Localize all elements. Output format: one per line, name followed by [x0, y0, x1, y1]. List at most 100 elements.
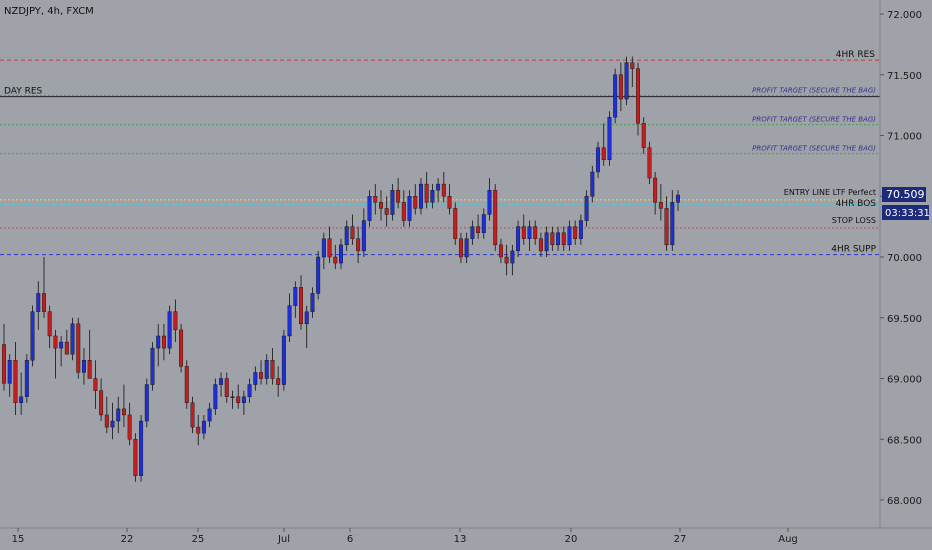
candle-95: [544, 226, 549, 257]
candle-body: [299, 287, 303, 325]
candle-93: [533, 220, 538, 245]
candle-8: [47, 305, 52, 349]
candle-55: [316, 250, 321, 300]
candle-44: [253, 366, 258, 391]
candle-90: [516, 220, 521, 257]
candle-body: [361, 220, 366, 252]
candle-body: [356, 238, 361, 252]
candle-31: [179, 323, 184, 373]
candle-107: [613, 68, 618, 124]
candle-body: [384, 208, 389, 215]
level-label-7: STOP LOSS: [832, 216, 876, 225]
candle-35: [201, 414, 206, 440]
candle-14: [81, 348, 86, 385]
candle-66: [379, 190, 383, 221]
candle-86: [493, 184, 498, 251]
candle-body: [590, 171, 595, 197]
candle-body: [13, 360, 18, 403]
candle-body: [430, 189, 435, 203]
candle-6: [36, 281, 41, 330]
price-tick-label: 68.000: [887, 496, 922, 507]
candle-88: [504, 244, 509, 276]
candle-110: [630, 56, 635, 87]
candle-28: [161, 323, 166, 361]
price-tick-label: 69.500: [887, 314, 922, 325]
candle-16: [93, 360, 98, 409]
candle-69: [396, 178, 401, 209]
candle-76: [436, 178, 441, 203]
candle-53: [304, 305, 309, 349]
candle-body: [121, 408, 126, 416]
candle-body: [236, 396, 241, 404]
time-tick-label: Aug: [778, 534, 798, 545]
candle-32: [184, 360, 189, 409]
candle-82: [470, 220, 475, 245]
candle-body: [167, 311, 172, 349]
candle-body: [304, 311, 309, 325]
candle-body: [401, 202, 406, 221]
candle-94: [538, 232, 543, 257]
candle-64: [367, 190, 372, 227]
price-tick-label: 68.500: [887, 435, 922, 446]
candle-92: [527, 220, 532, 251]
candle-101: [578, 214, 583, 245]
candle-body: [87, 360, 92, 379]
candle-41: [236, 384, 241, 409]
candle-body: [344, 226, 349, 246]
candle-body: [396, 189, 401, 203]
candle-body: [407, 196, 412, 221]
candle-body: [264, 360, 269, 379]
candle-73: [418, 178, 423, 215]
candle-body: [379, 202, 383, 209]
candle-body: [36, 293, 41, 312]
candle-body: [327, 238, 332, 258]
time-axis[interactable]: 15 22 25 Jul 6 13 20 27 Aug: [12, 528, 798, 545]
candle-26: [150, 342, 155, 391]
candle-22: [127, 402, 132, 446]
candle-body: [139, 420, 144, 476]
level-label-0: 4HR RES: [836, 50, 876, 60]
candle-74: [424, 171, 429, 209]
candle-65: [373, 184, 378, 215]
candle-body: [573, 226, 578, 239]
candle-body: [453, 208, 458, 239]
candle-1: [7, 354, 12, 397]
candle-71: [407, 190, 412, 227]
candle-body: [664, 208, 669, 246]
candle-105: [601, 123, 606, 166]
candle-68: [390, 184, 395, 221]
candle-body: [333, 256, 338, 264]
candle-109: [624, 56, 629, 106]
candle-43: [247, 378, 252, 403]
candle-body: [281, 335, 286, 385]
candle-78: [447, 184, 452, 215]
candle-5: [30, 305, 35, 367]
candle-50: [287, 293, 292, 343]
candle-body: [127, 414, 132, 440]
candle-body: [104, 414, 109, 428]
candle-57: [327, 226, 332, 264]
time-tick-label: 22: [121, 534, 134, 545]
candle-111: [636, 62, 640, 136]
candle-body: [270, 360, 275, 379]
candle-103: [590, 165, 595, 203]
level-label-2: PROFIT TARGET (SECURE THE BAG): [752, 86, 876, 94]
candle-body: [70, 323, 75, 355]
candle-34: [196, 414, 201, 446]
candle-body: [2, 344, 6, 384]
candle-100: [573, 220, 578, 245]
candle-70: [401, 190, 406, 227]
candle-25: [144, 378, 149, 428]
candle-body: [42, 293, 46, 312]
symbol-title: NZDJPY, 4h, FXCM: [4, 6, 94, 17]
candle-112: [641, 117, 646, 154]
candle-body: [676, 194, 680, 203]
candle-body: [476, 226, 481, 233]
candle-body: [201, 420, 206, 434]
candle-27: [156, 323, 161, 367]
candle-body: [578, 220, 583, 239]
candle-75: [430, 184, 435, 209]
candle-body: [458, 238, 463, 258]
